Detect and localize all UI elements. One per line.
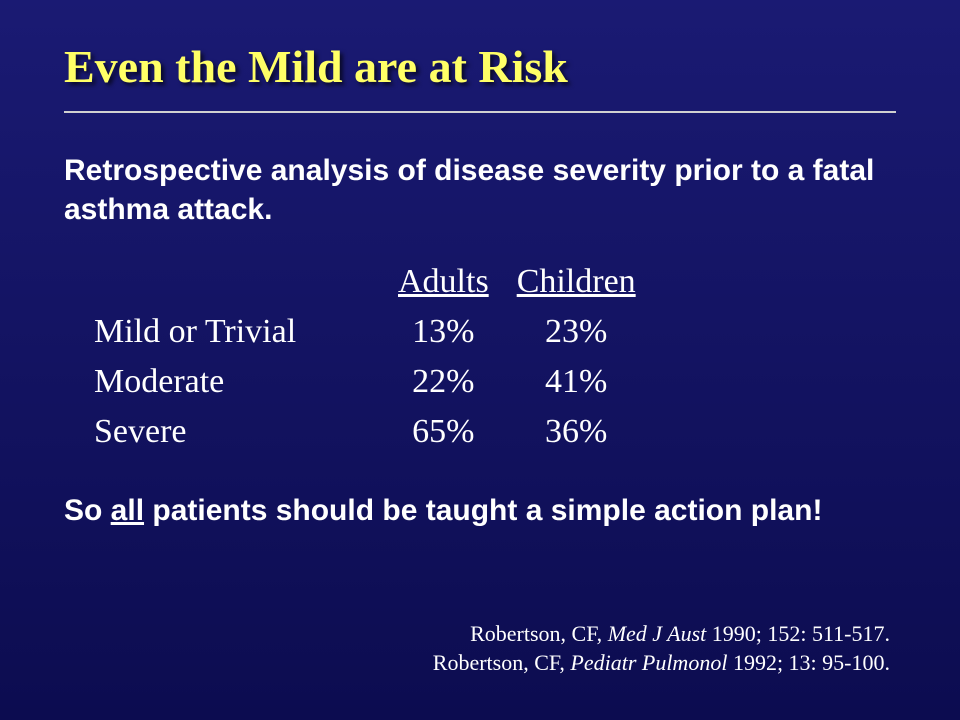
table-row: Mild or Trivial 13% 23% xyxy=(94,307,650,357)
table-row: Severe 65% 36% xyxy=(94,407,650,457)
slide: Even the Mild are at Risk Retrospective … xyxy=(0,0,960,720)
slide-title: Even the Mild are at Risk xyxy=(64,40,896,93)
conclusion-pre: So xyxy=(64,494,111,527)
ref-journal: Med J Aust xyxy=(608,621,707,646)
ref-author: Robertson, CF, xyxy=(433,650,571,675)
ref-cite: 1992; 13: 95-100. xyxy=(727,650,890,675)
conclusion-post: patients should be taught a simple actio… xyxy=(144,494,822,527)
cell-children: 36% xyxy=(503,407,650,457)
reference-line: Robertson, CF, Pediatr Pulmonol 1992; 13… xyxy=(433,648,890,678)
table-corner-blank xyxy=(94,257,384,307)
row-label: Severe xyxy=(94,407,384,457)
row-label: Moderate xyxy=(94,357,384,407)
title-divider xyxy=(64,111,896,113)
cell-adults: 22% xyxy=(384,357,503,407)
lead-text: Retrospective analysis of disease severi… xyxy=(64,151,896,229)
col-header-children: Children xyxy=(503,257,650,307)
references: Robertson, CF, Med J Aust 1990; 152: 511… xyxy=(433,619,890,678)
row-label: Mild or Trivial xyxy=(94,307,384,357)
col-header-adults: Adults xyxy=(384,257,503,307)
ref-journal: Pediatr Pulmonol xyxy=(570,650,727,675)
table-header-row: Adults Children xyxy=(94,257,650,307)
severity-table: Adults Children Mild or Trivial 13% 23% … xyxy=(94,257,650,457)
ref-cite: 1990; 152: 511-517. xyxy=(706,621,890,646)
table-row: Moderate 22% 41% xyxy=(94,357,650,407)
ref-author: Robertson, CF, xyxy=(470,621,608,646)
cell-children: 41% xyxy=(503,357,650,407)
cell-adults: 65% xyxy=(384,407,503,457)
cell-children: 23% xyxy=(503,307,650,357)
cell-adults: 13% xyxy=(384,307,503,357)
reference-line: Robertson, CF, Med J Aust 1990; 152: 511… xyxy=(433,619,890,649)
conclusion-underline: all xyxy=(111,494,144,527)
conclusion-text: So all patients should be taught a simpl… xyxy=(64,491,896,532)
